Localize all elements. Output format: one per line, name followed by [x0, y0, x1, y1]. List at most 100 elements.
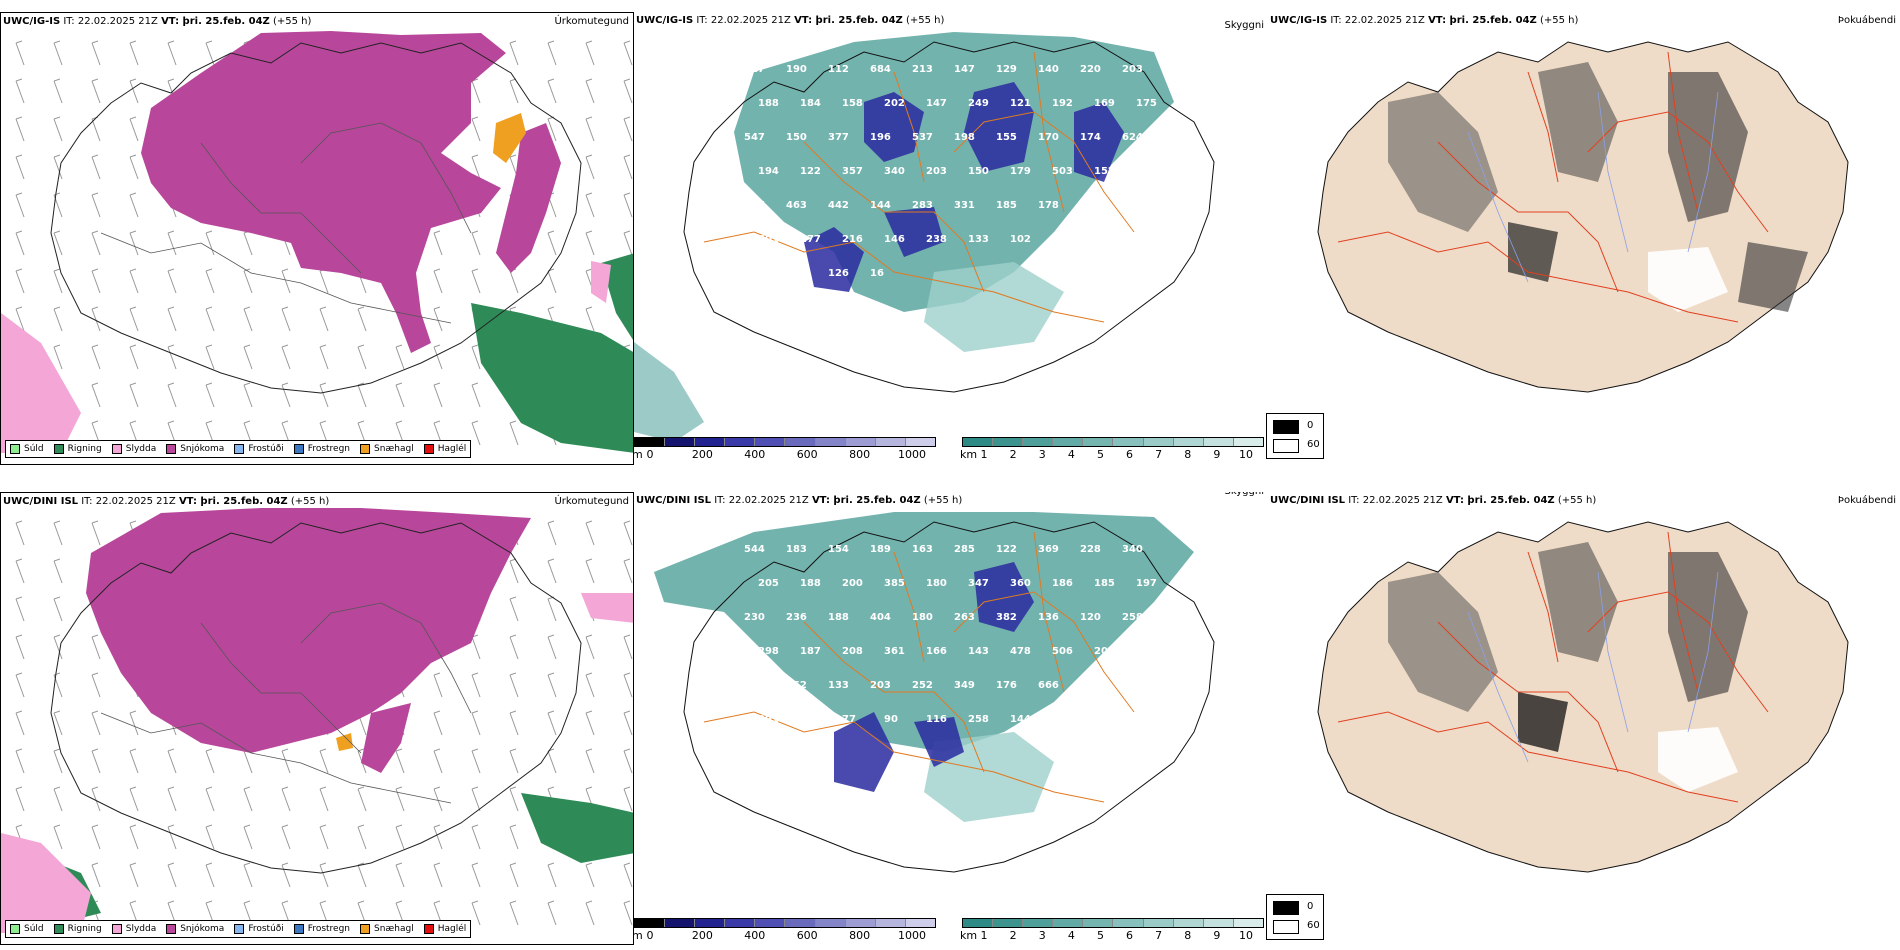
wind-barb [281, 824, 291, 850]
sleet-area [336, 733, 353, 751]
legend-swatch [293, 444, 304, 454]
rain-area [471, 303, 633, 453]
wind-barb [395, 344, 405, 370]
wind-barb [395, 862, 405, 888]
legend-label: Snjókoma [180, 924, 225, 934]
wind-barb [15, 520, 25, 546]
wind-barb [433, 672, 443, 698]
cloud-base-value: 180 [926, 578, 947, 589]
colorbar-bin [1023, 919, 1054, 927]
cloud-base-value: 216 [800, 714, 821, 725]
rivers [1467, 571, 1719, 763]
wind-barb [585, 520, 595, 546]
wind-barb [509, 420, 519, 446]
colorbar-bin [845, 919, 876, 927]
legend-item: Frostúði [234, 924, 284, 934]
colorbar-bin [1143, 438, 1174, 446]
fog-shading [1388, 572, 1498, 712]
wind-barb [471, 824, 481, 850]
legend-item: Haglél [423, 924, 466, 934]
wind-barb [471, 900, 481, 926]
cloud-base-value: 185 [1094, 578, 1115, 589]
cloud-base-value: 184 [800, 98, 821, 109]
wind-barb [15, 268, 25, 294]
wind-barb [585, 900, 595, 926]
colorbar-tick: 9 [1213, 929, 1221, 942]
wind-barb [281, 268, 291, 294]
wind-barb [547, 900, 557, 926]
legend-swatch [360, 444, 371, 454]
roads [100, 602, 472, 804]
wind-barb [53, 306, 63, 332]
cloud-base-value: 90 [884, 714, 898, 725]
precip-legend: Súld Rigning Slydda Snjókoma Frostúði Frostre… [5, 440, 472, 458]
cloud-base-value: 298 [758, 646, 779, 657]
cloud-base-value: 147 [954, 64, 975, 75]
fog-shading [1668, 552, 1748, 702]
legend-label: Slydda [125, 444, 157, 454]
colorbar-tick: 9 [1213, 448, 1221, 461]
colorbar-tick: 8 [1184, 929, 1192, 942]
cloud-base-value: 258 [968, 714, 989, 725]
wind-barb [243, 862, 253, 888]
legend-swatch [166, 924, 177, 934]
wind-barb [547, 558, 557, 584]
colorbar-bin [1143, 919, 1174, 927]
panel-header: UWC/DINI ISL IT: 22.02.2025 21Z VT: þri.… [1270, 495, 1597, 506]
cloud-visibility-panel-row2: UWC/DINI ISL IT: 22.02.2025 21Z VT: þri.… [634, 492, 1268, 945]
legend-item: Súld [10, 924, 44, 934]
wind-barb [15, 192, 25, 218]
legend-swatch [234, 444, 245, 454]
colorbar-bin [695, 919, 726, 927]
cloud-base-value: 547 [744, 132, 765, 143]
wind-barb [167, 230, 177, 256]
cloud-base-value: 169 [1094, 98, 1115, 109]
legend-item: Frostregn [293, 444, 350, 454]
coastline [683, 41, 1215, 393]
wind-barb [205, 824, 215, 850]
cloud-base-value: 385 [884, 578, 905, 589]
wind-barb [15, 306, 25, 332]
fog-legend-label: 0 [1307, 901, 1314, 912]
cloud-base-value: 252 [786, 680, 807, 691]
cloud-base-value: 544 [744, 544, 765, 555]
cloud-base-value: 249 [1122, 200, 1143, 211]
precip-type-panel-row2: UWC/DINI ISL IT: 22.02.2025 21Z VT: þri.… [0, 492, 634, 945]
legend-item: Haglél [423, 444, 466, 454]
cloud-base-value: 349 [954, 680, 975, 691]
wind-barb [471, 268, 481, 294]
legend-label: Frostúði [248, 924, 284, 934]
wind-barb [91, 344, 101, 370]
legend-label: Snæhagl [374, 444, 414, 454]
legend-swatch [166, 444, 177, 454]
legend-label: Rigning [67, 924, 102, 934]
wind-barb [623, 192, 633, 218]
wind-barb [91, 382, 101, 408]
cloud-base-value: 478 [1010, 646, 1031, 657]
panel-header: UWC/IG-IS IT: 22.02.2025 21Z VT: þri. 25… [1270, 15, 1579, 26]
wind-barb [623, 230, 633, 256]
roads [100, 122, 472, 324]
colorbar-bin [1023, 438, 1054, 446]
colorbar-tick: 1 [980, 448, 988, 461]
wind-barb [53, 748, 63, 774]
fog-legend-swatch [1273, 901, 1299, 915]
low-cloud-shading [834, 712, 894, 792]
precip-map [1, 31, 633, 453]
colorbar-bin [755, 919, 786, 927]
colorbar-tick: 800 [849, 448, 871, 461]
colorbar-tick: 0 [646, 448, 654, 461]
legend-item: Slydda [111, 924, 156, 934]
colorbar-tick: 6 [1126, 448, 1134, 461]
cloud-base-value: 183 [786, 544, 807, 555]
wind-barb [243, 382, 253, 408]
cloud-base-value: 537 [912, 132, 933, 143]
colorbar-tick: 2 [1009, 929, 1017, 942]
cloud-base-value: 291 [758, 714, 779, 725]
cloud-base-value: 208 [842, 646, 863, 657]
colorbar-bin [1203, 919, 1234, 927]
legend-swatch [53, 924, 64, 934]
wind-barb [53, 230, 63, 256]
wind-barb [623, 786, 633, 812]
cloud-base-value: 220 [1080, 64, 1101, 75]
